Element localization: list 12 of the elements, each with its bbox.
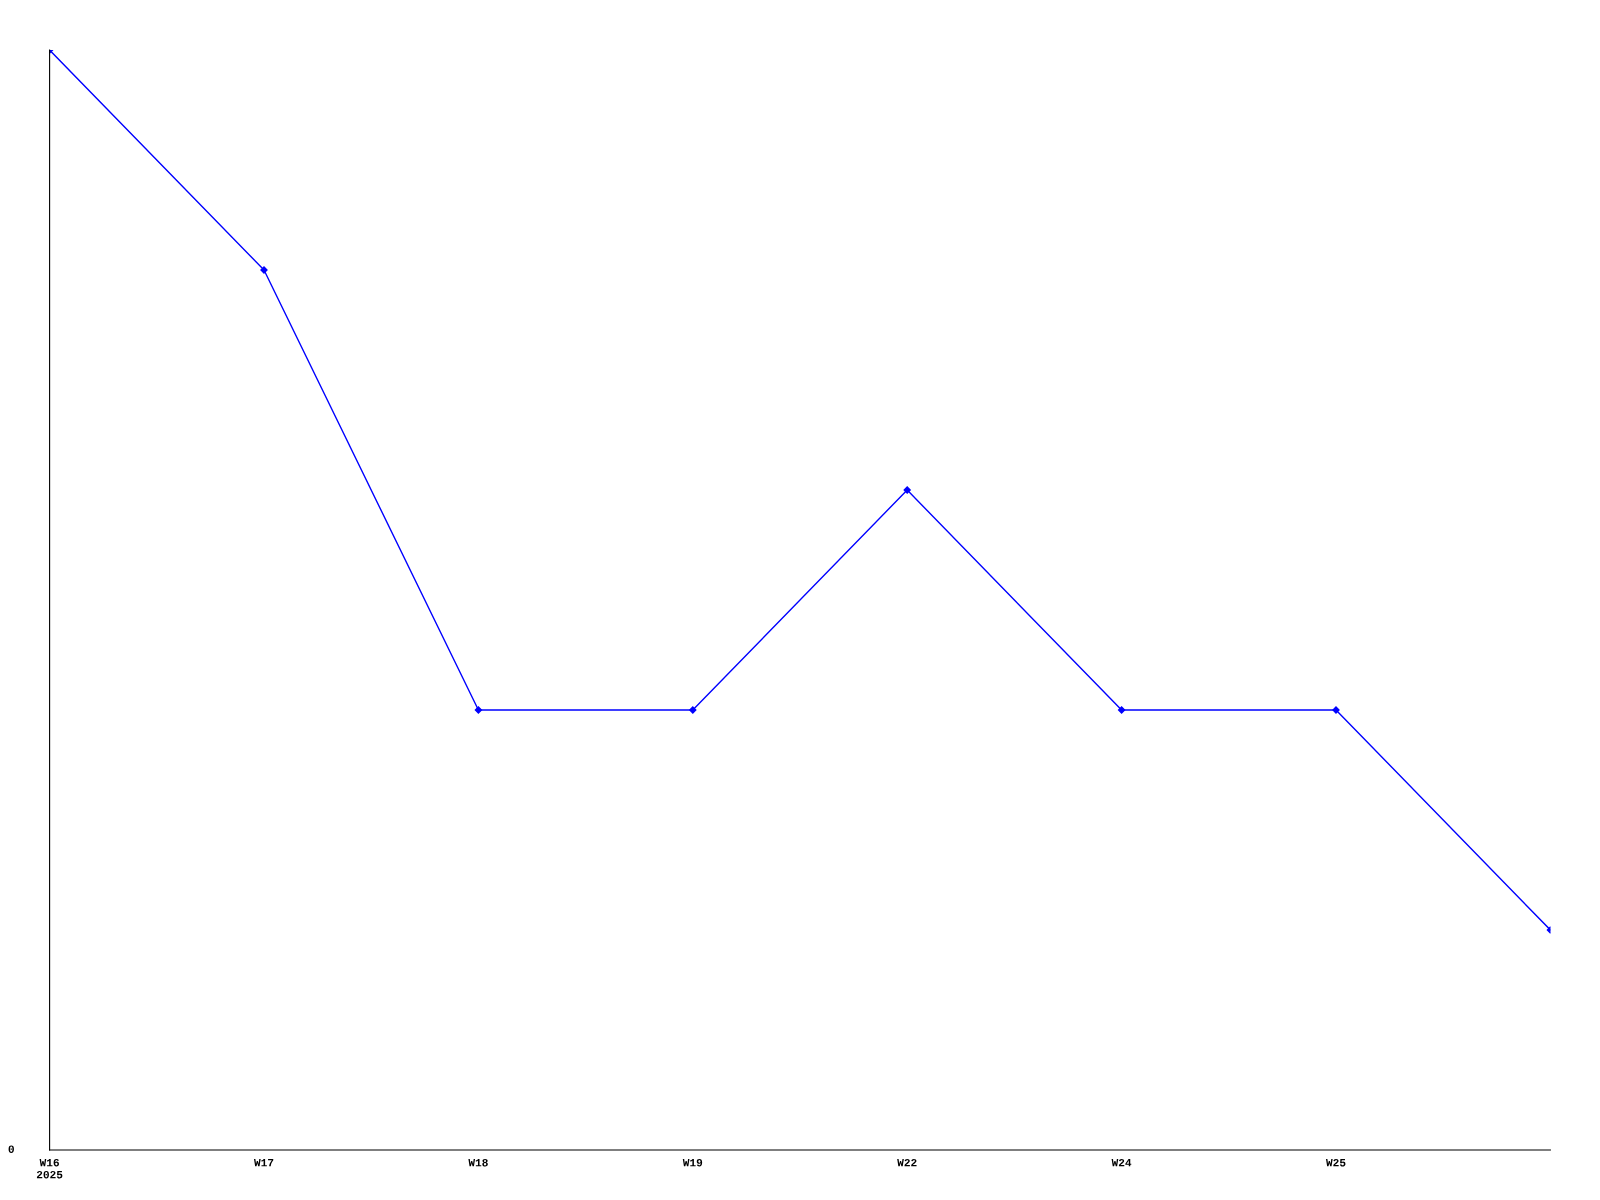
point	[474, 706, 483, 714]
x-tick-label: W17	[254, 1159, 274, 1167]
x-tick-label: W19	[682, 1158, 703, 1167]
point	[1117, 706, 1126, 714]
x-tick-label: W22	[897, 1158, 917, 1167]
text: 0	[8, 1145, 14, 1153]
point	[903, 486, 911, 494]
x-tick-label: W16 2025	[36, 1158, 63, 1179]
x-tick-label: W18	[468, 1158, 488, 1167]
point	[689, 706, 697, 714]
x-tick-label: W25	[1326, 1158, 1346, 1167]
x-tick-label: W24	[1111, 1158, 1132, 1167]
